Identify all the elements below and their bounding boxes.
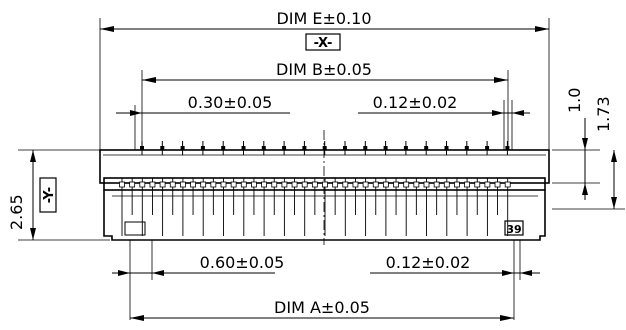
bottom-pitch-label: 0.60±0.05 <box>200 253 285 272</box>
body-pin-contact <box>484 181 491 188</box>
top-pitch-group: 0.30±0.05 0.12±0.02 <box>116 93 530 150</box>
body-pin-contact <box>311 181 318 188</box>
top-pitch-label: 0.30±0.05 <box>188 93 273 112</box>
body-pin-contact <box>342 181 349 188</box>
body-pin-row <box>119 178 511 236</box>
dim-a-label: DIM A±0.05 <box>274 298 370 317</box>
body-pin-contact <box>230 181 237 188</box>
top-pin-tip <box>505 146 510 150</box>
body-pin-contact <box>362 181 369 188</box>
body-pin-contact <box>129 181 136 188</box>
body-pin-contact <box>352 181 359 188</box>
body-pin-contact <box>149 181 156 188</box>
top-pin-tip <box>261 146 266 150</box>
body-pin-contact <box>393 181 399 188</box>
top-pin-tip <box>221 146 226 150</box>
body-pin-contact <box>281 181 288 188</box>
top-pin-tip <box>160 146 165 150</box>
body-pin-contact <box>423 181 430 188</box>
body-pin-contact <box>322 181 328 188</box>
body-pin-contact <box>220 181 227 188</box>
left-height-group: 2.65 -Y- <box>7 149 110 241</box>
top-pin-tip <box>282 146 287 150</box>
datum-y-box <box>39 177 57 213</box>
top-pin-tip <box>200 146 205 150</box>
top-pin-tip <box>322 146 327 150</box>
body-pin-contact <box>261 181 268 188</box>
top-pin-tip <box>241 146 246 150</box>
body-pin-contact <box>504 181 511 188</box>
datum-x-label: -X- <box>314 36 333 51</box>
top-pin-row <box>140 141 510 155</box>
body-pin-contact <box>159 181 166 188</box>
top-gap-label: 0.12±0.02 <box>373 93 458 112</box>
bottom-gap-label: 0.12±0.02 <box>386 253 471 272</box>
body-pin-contact <box>372 181 379 188</box>
top-pin-tip <box>140 146 144 150</box>
body-pin-contact <box>179 181 186 188</box>
body-pin-contact <box>210 181 217 188</box>
body-pin-contact <box>433 181 440 188</box>
top-pin-tip <box>485 146 490 150</box>
body-pin-contact <box>403 181 410 188</box>
top-pin-tip <box>363 146 368 150</box>
top-pin-tip <box>424 146 429 150</box>
right-height-group: 1.0 1.73 <box>552 88 625 210</box>
body-pin-contact <box>301 181 308 188</box>
body-pin-contact <box>382 181 389 188</box>
body-pin-contact <box>494 181 501 188</box>
body-pin-contact <box>119 181 125 188</box>
body-pin-contact <box>200 181 207 188</box>
pin-count-box <box>504 220 524 236</box>
body-pin-contact <box>332 181 339 188</box>
datum-y-label: -Y- <box>42 187 57 203</box>
body-pin-contact <box>251 181 257 188</box>
height-2-label: 1.73 <box>594 96 613 132</box>
dim-b-label: DIM B±0.05 <box>276 60 372 79</box>
body-pin-contact <box>413 181 420 188</box>
body-pin-contact <box>443 181 450 188</box>
top-pin-tip <box>180 146 185 150</box>
pin-count-label: 39 <box>506 223 521 236</box>
dim-e-label: DIM E±0.10 <box>276 9 371 28</box>
body-pin-contact <box>190 181 196 188</box>
top-pin-tip <box>383 146 388 150</box>
dim-b-group: DIM B±0.05 <box>141 60 509 150</box>
body-pin-contact <box>291 181 298 188</box>
left-window <box>124 221 146 236</box>
connector-body: 39 <box>99 130 550 245</box>
dim-a-group: DIM A±0.05 <box>130 298 514 321</box>
body-pin-contact <box>169 181 176 188</box>
bottom-pitch-group: 0.60±0.05 0.12±0.02 <box>112 240 540 320</box>
left-height-label: 2.65 <box>7 194 26 230</box>
datum-x-box <box>305 33 341 51</box>
body-pin-contact <box>474 181 481 188</box>
body-pin-contact <box>271 181 278 188</box>
body-pin-contact <box>464 181 471 188</box>
top-pin-tip <box>403 146 408 150</box>
height-1-label: 1.0 <box>565 88 584 113</box>
top-pin-tip <box>464 146 469 150</box>
top-pin-tip <box>343 146 347 150</box>
body-pin-contact <box>240 181 247 188</box>
body-pin-contact <box>454 181 460 188</box>
top-pin-tip <box>302 146 307 150</box>
top-pin-tip <box>444 146 449 150</box>
dim-e-group: DIM E±0.10 -X- <box>99 9 550 150</box>
body-pin-contact <box>139 181 146 188</box>
